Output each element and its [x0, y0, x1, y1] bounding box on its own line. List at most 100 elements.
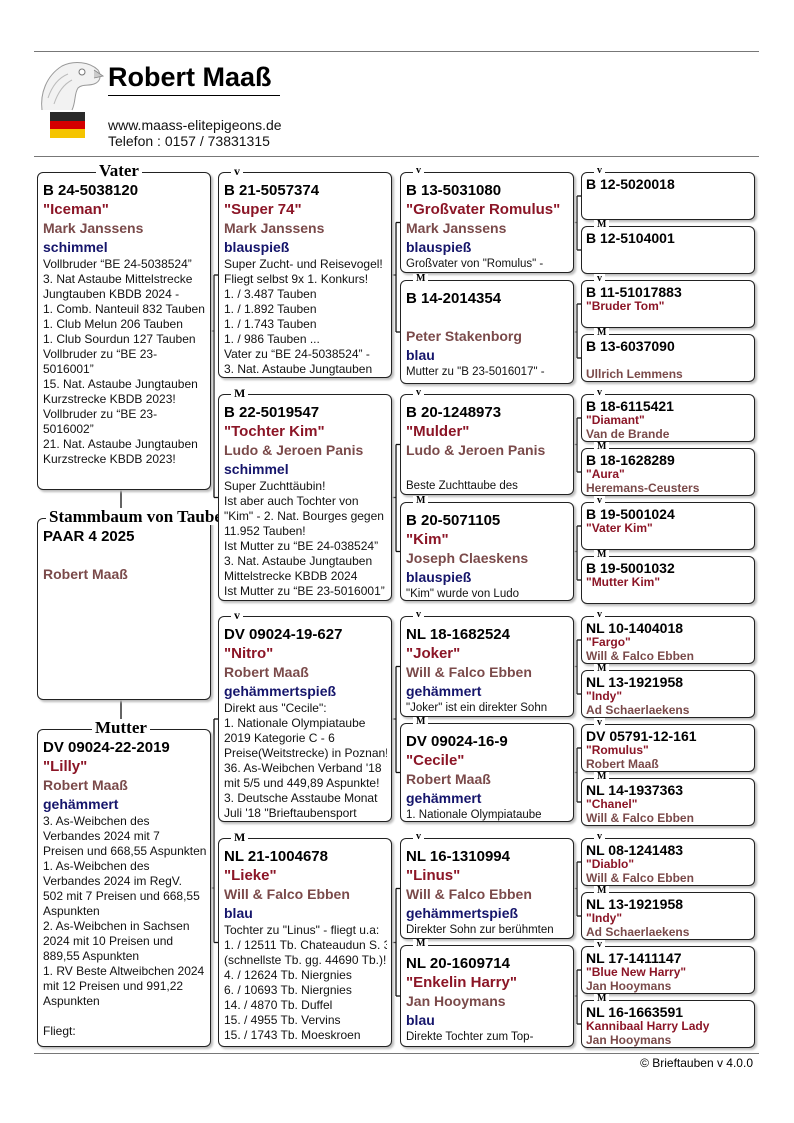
breeder-name: Will & Falco Ebben: [406, 886, 532, 902]
pigeon-name: "Iceman": [43, 201, 109, 218]
grandparent-card[interactable]: v B 21-5057374 "Super 74" Mark Janssens blau…: [218, 165, 392, 378]
grandparent-card[interactable]: M B 22-5019547 "Tochter Kim" Ludo & Jeroen …: [218, 387, 392, 601]
page-title: Robert Maaß: [108, 62, 280, 96]
great-grandparent-card[interactable]: v NL 18-1682524 "Joker" Will & Falco Ebben g…: [400, 610, 574, 717]
great-great-grandparent-card[interactable]: v DV 05791-12-161 "Romulus" Robert Maaß: [581, 718, 755, 772]
ring-number: B 12-5020018: [586, 177, 675, 192]
great-great-grandparent-card[interactable]: M NL 14-1937363 "Chanel" Will & Falco Ebben: [581, 772, 755, 826]
pedigree-label: v: [413, 832, 424, 842]
great-grandparent-card[interactable]: v NL 16-1310994 "Linus" Will & Falco Ebben g…: [400, 832, 574, 939]
note-line: 21. Nat. Astaube Jungtauben: [43, 437, 198, 451]
father-card[interactable]: Vater B 24-5038120 "Iceman" Mark Janssens sc…: [37, 162, 211, 490]
great-grandparent-card[interactable]: M DV 09024-16-9 "Cecile" Robert Maaß gehämme…: [400, 717, 574, 822]
pedigree-label: v: [594, 718, 605, 728]
feather-color: gehämmertspieß: [224, 683, 337, 699]
great-great-grandparent-card[interactable]: M NL 16-1663591 Kannibaal Harry Lady Jan Ho…: [581, 994, 755, 1048]
breeder-name: Ad Schaerlaekens: [586, 925, 690, 939]
feather-color: blauspieß: [406, 239, 472, 255]
note-line: mit 5/5 und 449,89 Aspunkte!: [224, 776, 380, 790]
breeder-name: Peter Stakenborg: [406, 328, 522, 344]
note-line: 11.952 Tauben!: [224, 524, 306, 538]
note-line: Preise(Weitstrecke) in Poznan!: [224, 746, 387, 760]
pedigree-label: v: [594, 274, 605, 284]
note-line: Direkter Sohn zur berühmten: [406, 924, 554, 936]
ring-number: NL 16-1663591: [586, 1005, 684, 1020]
note-line: 1. Nationale Olympiataube: [406, 809, 542, 821]
note-line: Ist Mutter zu “BE 23-5016001” -: [224, 584, 387, 598]
breeder-name: Robert Maaß: [43, 777, 128, 793]
note-line: 36. As-Weibchen Verband '18: [224, 761, 382, 775]
breeder-name: Robert Maaß: [224, 664, 309, 680]
note-line: Beste Zuchttaube des: [406, 480, 518, 492]
ring-number: DV 05791-12-161: [586, 729, 697, 744]
great-great-grandparent-card[interactable]: v NL 08-1241483 "Diablo" Will & Falco Ebben: [581, 832, 755, 886]
card-content: DV 05791-12-161 "Romulus" Robert Maaß: [586, 729, 750, 771]
note-line: 3. Nat Astaube Mittelstrecke: [43, 272, 193, 286]
pedigree-label: M: [594, 328, 610, 338]
pedigree-label: M: [413, 939, 429, 949]
breeder-name: [586, 589, 750, 603]
pedigree-label: M: [413, 274, 429, 284]
grandparent-card[interactable]: M NL 21-1004678 "Lieke" Will & Falco Ebben b…: [218, 831, 392, 1047]
great-great-grandparent-card[interactable]: M NL 13-1921958 "Indy" Ad Schaerlaekens: [581, 886, 755, 940]
feather-color: gehämmert: [43, 796, 119, 812]
subject-card[interactable]: Stammbaum von Taube PAAR 4 2025 Robert Maa…: [37, 508, 225, 700]
great-great-grandparent-card[interactable]: v NL 17-1411147 "Blue New Harry" Jan Hooyma…: [581, 940, 755, 994]
card-content: DV 09024-16-9 "Cecile" Robert Maaß gehämmer…: [406, 732, 569, 821]
note-line: 502 mit 7 Preisen und 668,55: [43, 889, 200, 903]
card-content: NL 17-1411147 "Blue New Harry" Jan Hooyman…: [586, 951, 750, 993]
note-line: Großvater von "Romulus" -: [406, 258, 544, 270]
note-line: 889,55 Aspunkten: [43, 949, 140, 963]
card-content: B 18-1628289 "Aura" Heremans-Ceusters: [586, 453, 750, 495]
breeder-name: [586, 205, 750, 219]
pigeon-name: [586, 354, 750, 367]
pigeon-name: "Joker": [406, 645, 461, 662]
breeder-name: Joseph Claeskens: [406, 550, 529, 566]
great-grandparent-card[interactable]: v B 13-5031080 "Großvater Romulus" Mark Jan…: [400, 166, 574, 273]
note-line: Direkt aus "Cecile":: [224, 701, 327, 715]
great-great-grandparent-card[interactable]: v NL 10-1404018 "Fargo" Will & Falco Ebben: [581, 610, 755, 664]
note-line: 4. / 12624 Tb. Niergnies: [224, 968, 352, 982]
ring-number: NL 13-1921958: [586, 897, 684, 912]
note-line: 15. / 4955 Tb. Vervins: [224, 1013, 341, 1027]
note-line: Vollbruder “BE 24-5038524”: [43, 257, 192, 271]
note-line: Super Zucht- und Reisevogel!: [224, 257, 383, 271]
great-grandparent-card[interactable]: M NL 20-1609714 "Enkelin Harry" Jan Hooyman…: [400, 939, 574, 1047]
pigeon-name: "Lieke": [224, 867, 277, 884]
pedigree-label: v: [594, 940, 605, 950]
great-grandparent-card[interactable]: M B 14-2014354 Peter Stakenborg blau Mutter …: [400, 274, 574, 384]
ring-number: PAAR 4 2025: [43, 528, 135, 545]
feather-color: [406, 460, 569, 479]
breeder-name: Robert Maaß: [43, 566, 128, 582]
card-content: B 22-5019547 "Tochter Kim" Ludo & Jeroen P…: [224, 403, 387, 600]
note-line: Verbandes 2024 mit 7: [43, 829, 160, 843]
note-line: Mittelstrecke KBDB 2024: [224, 569, 358, 583]
pedigree-label: v: [413, 166, 424, 176]
ring-number: NL 13-1921958: [586, 675, 684, 690]
website-link[interactable]: www.maass-elitepigeons.de: [108, 117, 282, 133]
pigeon-name: [586, 246, 750, 259]
card-content: B 18-6115421 "Diamant" Van de Brande: [586, 399, 750, 441]
pigeon-name: "Diamant": [586, 413, 645, 427]
mother-card[interactable]: Mutter DV 09024-22-2019 "Lilly" Robert Maaß…: [37, 719, 211, 1047]
feather-color: schimmel: [224, 461, 289, 477]
grandparent-card[interactable]: v DV 09024-19-627 "Nitro" Robert Maaß gehämm…: [218, 609, 392, 822]
pigeon-name: "Romulus": [586, 743, 649, 757]
card-content: NL 13-1921958 "Indy" Ad Schaerlaekens: [586, 675, 750, 717]
great-grandparent-card[interactable]: v B 20-1248973 "Mulder" Ludo & Jeroen Panis…: [400, 388, 574, 495]
great-great-grandparent-card[interactable]: M NL 13-1921958 "Indy" Ad Schaerlaekens: [581, 664, 755, 718]
note-line: 1. As-Weibchen des: [43, 859, 150, 873]
note-line: Jungtauben KBDB 2024 -: [43, 287, 180, 301]
note-line: 15. / 1743 Tb. Moeskroen: [224, 1028, 361, 1042]
great-grandparent-card[interactable]: M B 20-5071105 "Kim" Joseph Claeskens blausp…: [400, 496, 574, 601]
pigeon-name: [586, 192, 750, 205]
feather-color: gehämmert: [406, 683, 482, 699]
